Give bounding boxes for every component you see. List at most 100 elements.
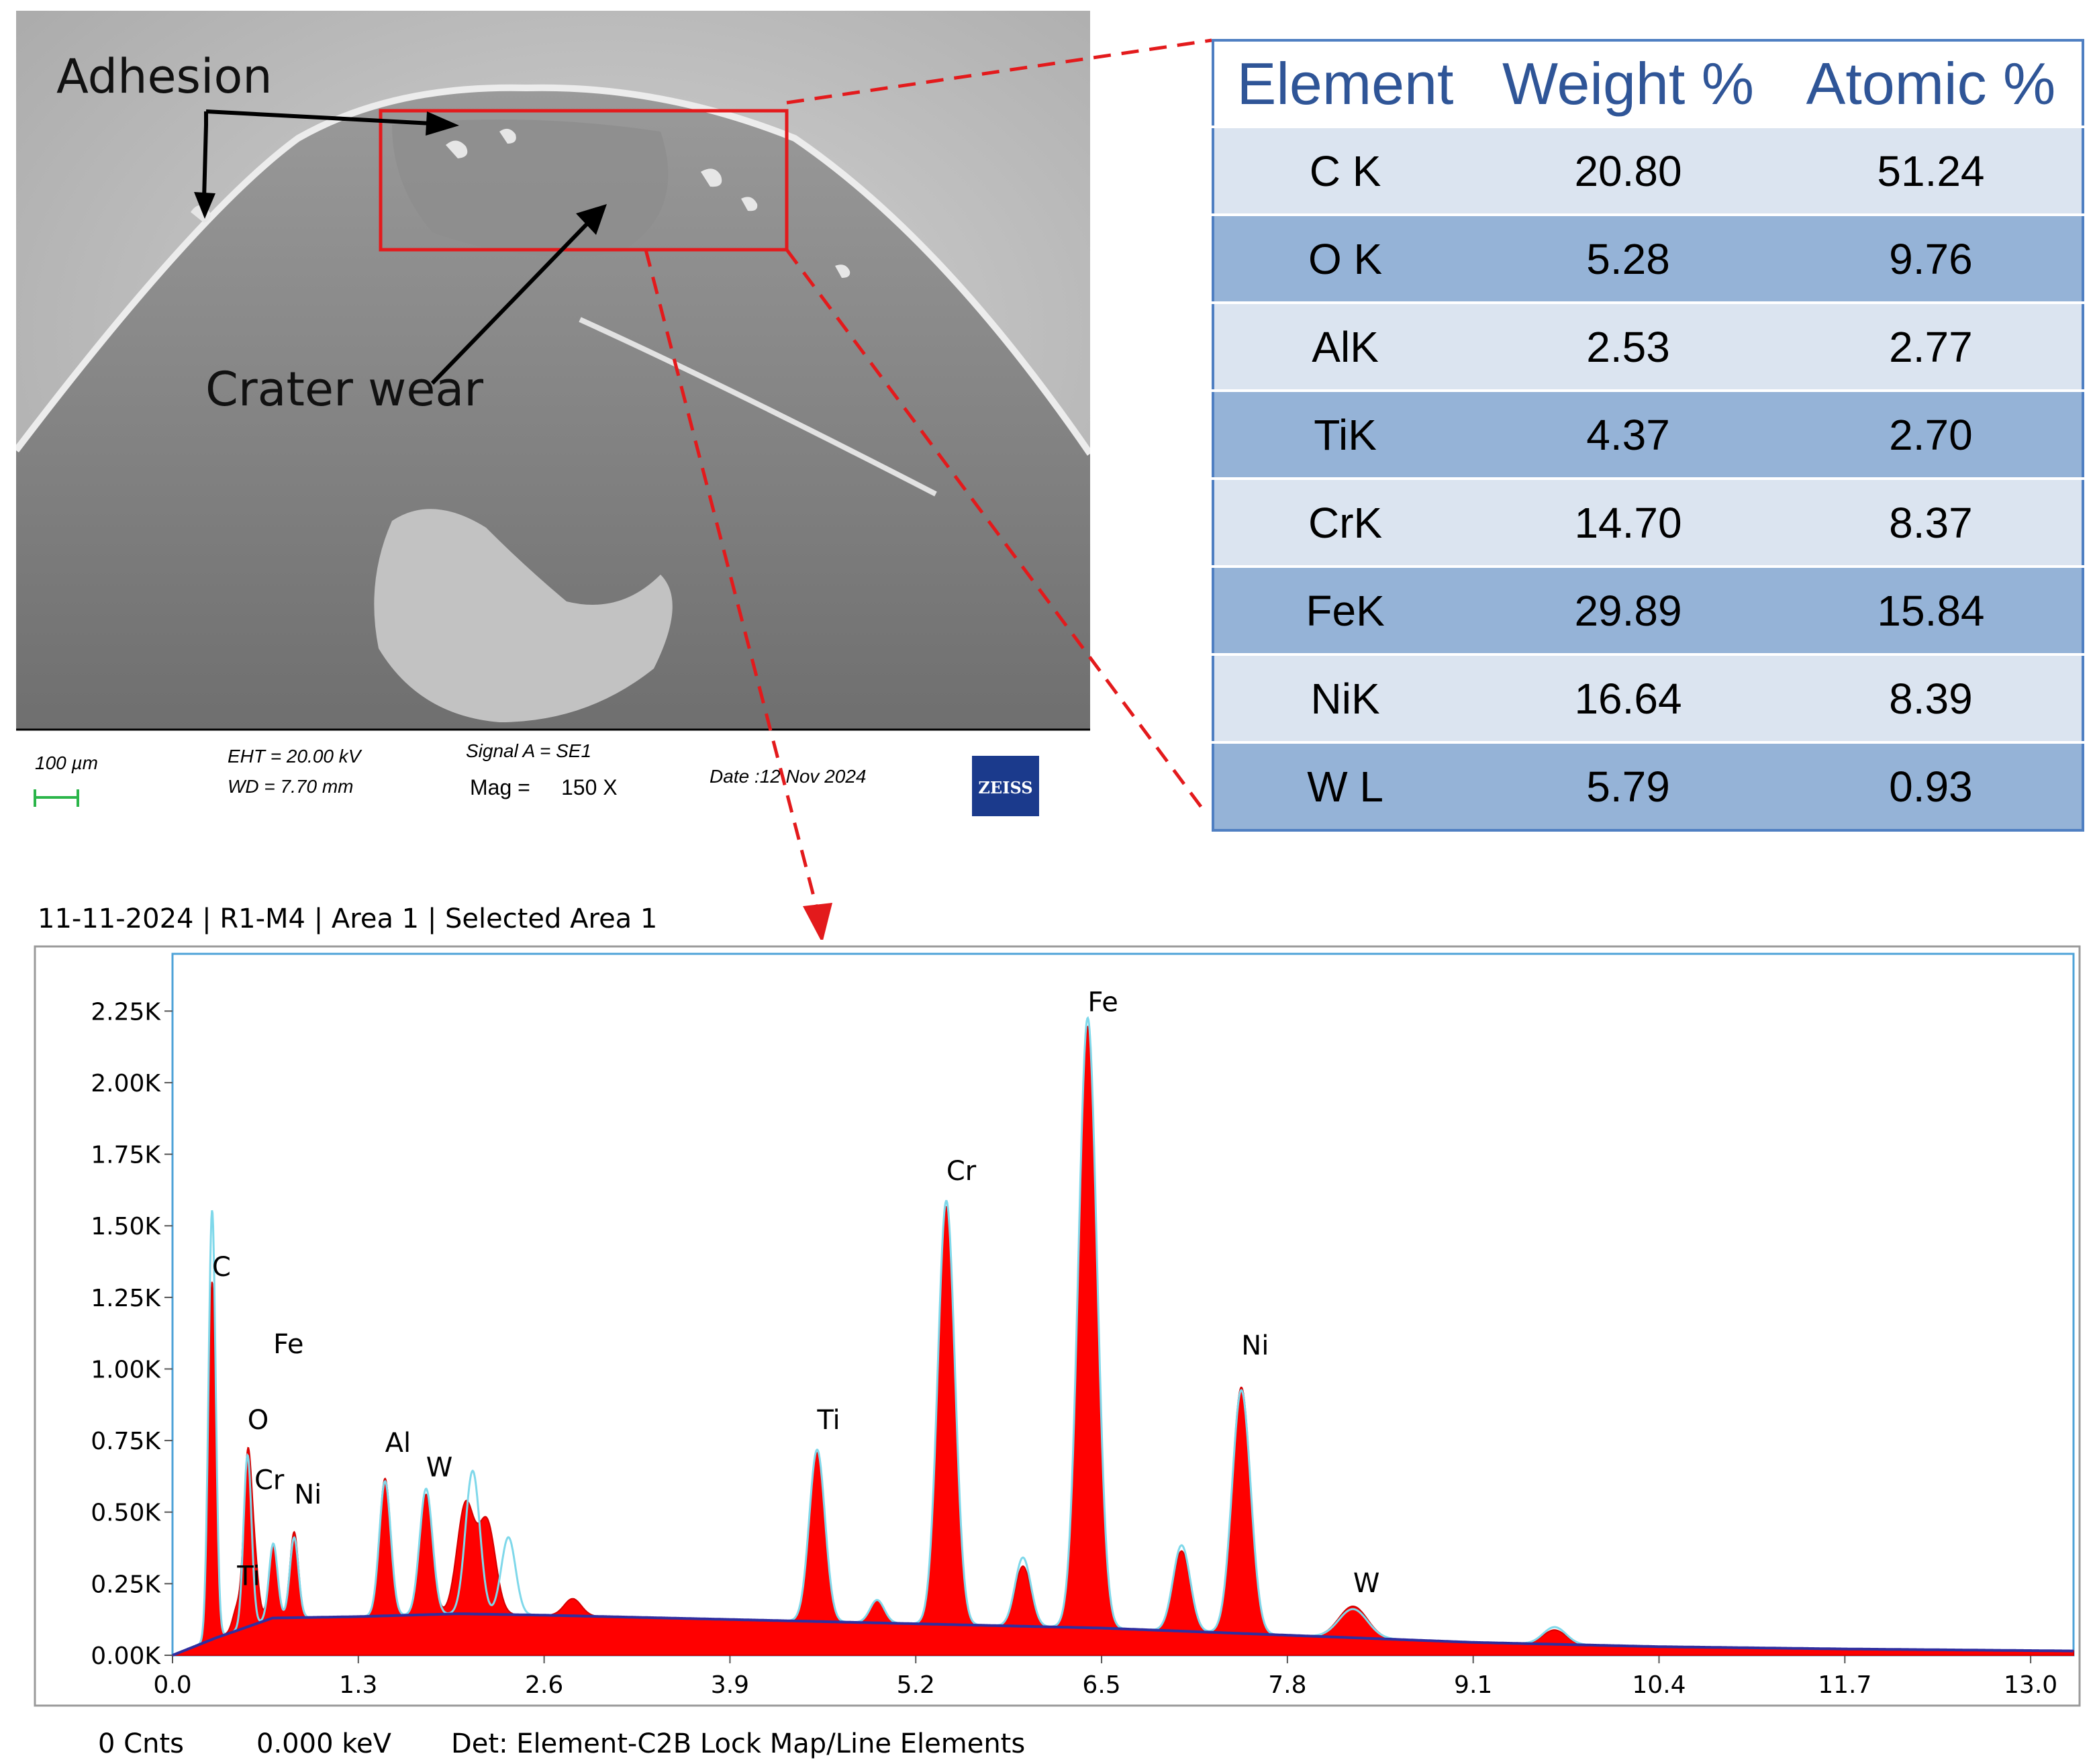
peak-label: O: [248, 1405, 269, 1436]
crater-wear-label: Crater wear: [205, 362, 483, 417]
table-row: W L 5.79 0.93: [1213, 741, 2083, 830]
callout-arrow-head: [803, 903, 832, 940]
cell-element: AlK: [1213, 301, 1477, 391]
cell-atomic: 8.37: [1780, 477, 2083, 567]
cell-weight: 2.53: [1476, 301, 1780, 391]
cell-atomic: 9.76: [1780, 213, 2083, 303]
peak-label: W: [1353, 1568, 1380, 1599]
y-tick-label: 1.25K: [91, 1285, 161, 1312]
x-tick-label: 7.8: [1268, 1671, 1306, 1699]
peak-label: C: [212, 1252, 231, 1283]
composition-table: Element Weight % Atomic % C K 20.80 51.2…: [1212, 39, 2084, 832]
table-row: AlK 2.53 2.77: [1213, 301, 2083, 391]
scale-bar-label: 100 µm: [35, 752, 98, 773]
adhesion-arrow-left: [202, 111, 208, 199]
adhesion-label: Adhesion: [56, 49, 273, 104]
y-tick-label: 1.00K: [91, 1356, 161, 1383]
cell-element: TiK: [1213, 389, 1477, 479]
adhesion-arrow-right: [205, 109, 433, 126]
sem-micrograph: Adhesion Crater wear 100 µm EHT = 20.00 …: [16, 11, 1090, 816]
peak-label: Ti: [816, 1405, 840, 1436]
cell-element: NiK: [1213, 653, 1477, 742]
header-weight: Weight %: [1476, 40, 1780, 127]
adhesion-arrow-right-head: [426, 111, 459, 136]
eht-label: EHT = 20.00 kV: [228, 746, 362, 767]
cell-weight: 4.37: [1476, 389, 1780, 479]
chipped-area: [374, 509, 673, 722]
table-row: CrK 14.70 8.37: [1213, 477, 2083, 567]
status-energy: 0.000 keV: [256, 1728, 391, 1759]
wd-label: WD = 7.70 mm: [228, 776, 353, 797]
y-tick-label: 0.25K: [91, 1571, 161, 1598]
eds-spectrum-chart: 0.00K 0.25K 0.50K 0.75K 1.00K 1.25K 1.50K 1.75K…: [34, 945, 2081, 1707]
chart-outer-frame: [34, 945, 2081, 1707]
cell-element: C K: [1213, 126, 1477, 215]
cell-weight: 5.28: [1476, 213, 1780, 303]
peak-label: Cr: [946, 1156, 977, 1187]
peak-label: Fe: [273, 1329, 303, 1360]
x-tick-label: 9.1: [1454, 1671, 1492, 1699]
table-row: O K 5.28 9.76: [1213, 213, 2083, 303]
crater-wear-arrow: [430, 222, 589, 385]
y-tick-label: 0.75K: [91, 1428, 161, 1455]
header-element: Element: [1213, 40, 1477, 127]
selected-area-box: [379, 109, 789, 252]
y-tick-label: 1.75K: [91, 1142, 161, 1169]
peak-label: Fe: [1087, 987, 1118, 1018]
cell-weight: 20.80: [1476, 126, 1780, 215]
status-detector: Det: Element-C2B Lock Map/Line Elements: [451, 1728, 1026, 1759]
cell-weight: 14.70: [1476, 477, 1780, 567]
x-tick-label: 6.5: [1082, 1671, 1120, 1699]
cutting-edge-highlight: [16, 84, 1090, 456]
table-row: NiK 16.64 8.39: [1213, 653, 2083, 742]
cell-weight: 5.79: [1476, 741, 1780, 830]
x-tick-label: 0.0: [153, 1671, 191, 1699]
signal-label: Signal A = SE1: [466, 740, 591, 761]
mag-label: Mag =: [470, 775, 530, 799]
spectrum-header: 11-11-2024 | R1-M4 | Area 1 | Selected A…: [38, 903, 658, 934]
cell-element: O K: [1213, 213, 1477, 303]
x-tick-label: 10.4: [1632, 1671, 1686, 1699]
x-tick-label: 13.0: [2004, 1671, 2057, 1699]
date-label: Date :12 Nov 2024: [710, 766, 867, 787]
y-axis: 0.00K 0.25K 0.50K 0.75K 1.00K 1.25K 1.50K 1.75K…: [91, 998, 173, 1670]
cell-element: CrK: [1213, 477, 1477, 567]
cell-element: FeK: [1213, 565, 1477, 654]
y-tick-label: 0.50K: [91, 1500, 161, 1527]
table-header-row: Element Weight % Atomic %: [1213, 40, 2083, 127]
peak-label: W: [426, 1452, 453, 1483]
scale-bar-icon: [34, 789, 79, 807]
cell-atomic: 0.93: [1780, 741, 2083, 830]
y-tick-label: 2.25K: [91, 998, 161, 1026]
x-tick-label: 3.9: [711, 1671, 749, 1699]
table-row: C K 20.80 51.24: [1213, 126, 2083, 215]
cell-element: W L: [1213, 741, 1477, 830]
cell-weight: 29.89: [1476, 565, 1780, 654]
cell-atomic: 2.70: [1780, 389, 2083, 479]
peak-label: Al: [385, 1428, 411, 1459]
table-row: FeK 29.89 15.84: [1213, 565, 2083, 654]
x-tick-label: 1.3: [339, 1671, 377, 1699]
x-tick-label: 5.2: [897, 1671, 935, 1699]
peak-labels: C Fe O Cr Ni Ti Al W Ti Cr Fe Ni W: [212, 987, 1379, 1599]
cell-atomic: 2.77: [1780, 301, 2083, 391]
x-axis: 0.0 1.3 2.6 3.9 5.2 6.5 7.8 9.1 10.4 11.7 13.0: [153, 1655, 2057, 1699]
cell-atomic: 15.84: [1780, 565, 2083, 654]
x-tick-label: 11.7: [1818, 1671, 1871, 1699]
y-tick-label: 1.50K: [91, 1213, 161, 1240]
mag-value: 150 X: [561, 775, 618, 799]
header-atomic: Atomic %: [1780, 40, 2083, 127]
cell-weight: 16.64: [1476, 653, 1780, 742]
y-tick-label: 0.00K: [91, 1643, 161, 1670]
status-counts: 0 Cnts: [98, 1728, 184, 1759]
x-tick-label: 2.6: [525, 1671, 563, 1699]
table-row: TiK 4.37 2.70: [1213, 389, 2083, 479]
cell-atomic: 51.24: [1780, 126, 2083, 215]
adhesion-arrow-left-head: [194, 192, 215, 219]
status-bar: 0 Cnts 0.000 keV Det: Element-C2B Lock M…: [0, 1728, 2095, 1762]
crater-wear-arrow-head: [576, 204, 607, 235]
peak-label: Ti: [236, 1561, 260, 1592]
cell-atomic: 8.39: [1780, 653, 2083, 742]
peak-label: Ni: [1241, 1330, 1269, 1361]
background-line: [172, 1612, 2074, 1657]
